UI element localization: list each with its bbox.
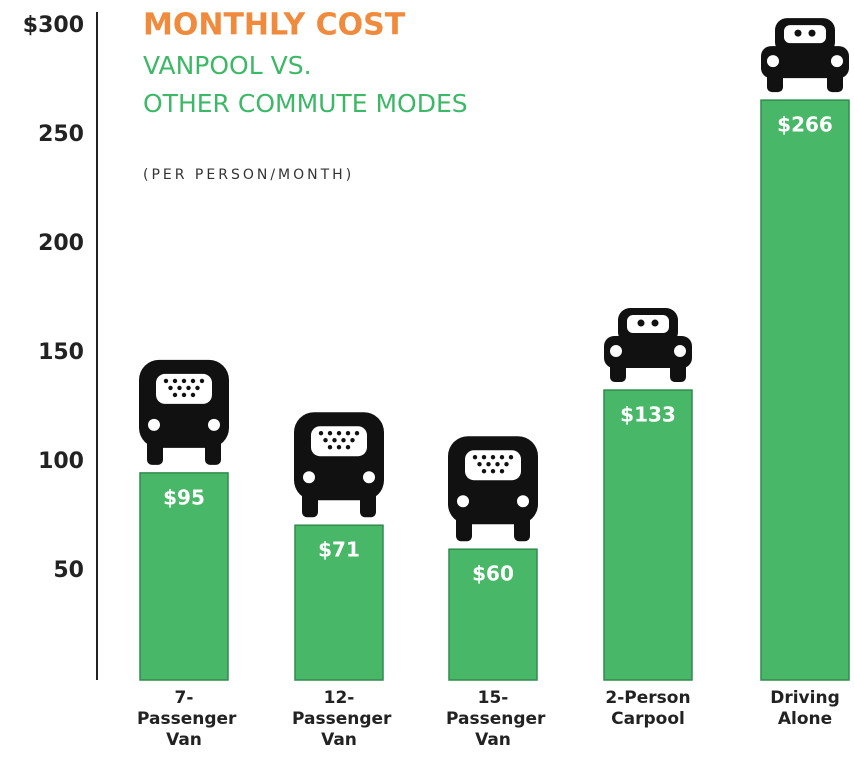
chart-title: MONTHLY COST <box>143 8 406 43</box>
value-label: $133 <box>620 403 676 427</box>
icon-light <box>208 418 220 431</box>
icon-dot <box>490 455 496 460</box>
value-label: $71 <box>318 538 360 562</box>
icon-dot <box>345 445 351 450</box>
icon-dot <box>808 29 816 37</box>
icon-dot <box>332 438 337 443</box>
icon-dot <box>472 455 478 460</box>
car-icon <box>604 308 692 383</box>
icon-dot <box>186 385 191 391</box>
icon-dot <box>508 455 514 460</box>
icon-dot <box>190 378 196 384</box>
icon-dot <box>172 392 178 398</box>
icon-light <box>148 418 160 431</box>
icon-dot <box>481 455 487 460</box>
y-tick-label: 250 <box>38 122 84 147</box>
bar <box>448 548 538 681</box>
icon-window <box>311 426 367 457</box>
x-tick-label: 12-Passenger Van <box>292 688 392 750</box>
van-icon <box>139 359 229 465</box>
y-tick-label: 150 <box>38 340 84 365</box>
icon-window <box>627 315 669 334</box>
icon-dot <box>168 385 173 391</box>
icon-dot <box>499 469 505 474</box>
icon-light <box>457 495 469 508</box>
icon-dot <box>794 29 802 37</box>
icon-dot <box>172 378 178 384</box>
y-tick-label: 100 <box>38 449 84 474</box>
chart-subtitle: VANPOOL VS. <box>143 51 312 80</box>
van-icon <box>294 412 384 518</box>
icon-light <box>831 55 843 68</box>
icon-dot <box>637 319 645 327</box>
icon-dot <box>345 431 351 436</box>
icon-dot <box>327 431 333 436</box>
van-icon <box>448 436 538 542</box>
icon-dot <box>486 462 491 467</box>
value-label: $266 <box>777 113 833 137</box>
icon-dot <box>341 438 346 443</box>
icon-dot <box>190 392 196 398</box>
icon-light <box>303 471 315 484</box>
icon-dot <box>177 385 182 391</box>
icon-dot <box>195 385 200 391</box>
value-label: $60 <box>472 562 514 586</box>
icon-dot <box>490 469 496 474</box>
icon-dot <box>163 378 169 384</box>
x-tick-label: 2-Person Carpool <box>605 688 691 729</box>
icon-dot <box>323 438 328 443</box>
icon-light <box>610 345 622 358</box>
icon-dot <box>354 431 360 436</box>
icon-dot <box>350 438 355 443</box>
x-tick-label: 15-Passenger Van <box>446 688 546 750</box>
icon-dot <box>499 455 505 460</box>
icon-light <box>674 345 686 358</box>
icon-dot <box>336 431 342 436</box>
bar <box>760 99 850 681</box>
icon-body <box>761 46 849 79</box>
icon-dot <box>327 445 333 450</box>
icon-window <box>784 25 826 44</box>
icon-dot <box>181 392 187 398</box>
icon-light <box>517 495 529 508</box>
icon-window <box>156 373 212 404</box>
y-tick-label: 50 <box>53 558 84 583</box>
icon-dot <box>504 462 509 467</box>
chart-subtitle: OTHER COMMUTE MODES <box>143 89 468 118</box>
icon-light <box>767 55 779 68</box>
icon-dot <box>336 445 342 450</box>
icon-dot <box>481 469 487 474</box>
icon-dot <box>477 462 482 467</box>
icon-body <box>604 336 692 369</box>
x-tick-label: Driving Alone <box>770 688 840 729</box>
y-tick-label: 200 <box>38 231 84 256</box>
car-icon <box>761 18 849 93</box>
icon-dot <box>651 319 659 327</box>
icon-dot <box>318 431 324 436</box>
bar <box>603 389 693 681</box>
bar <box>294 524 384 681</box>
icon-dot <box>181 378 187 384</box>
icon-dot <box>199 378 205 384</box>
y-tick-label: $300 <box>23 13 84 38</box>
x-tick-label: 7-Passenger Van <box>137 688 237 750</box>
icon-dot <box>495 462 500 467</box>
icon-window <box>465 450 521 481</box>
icon-light <box>363 471 375 484</box>
chart-note: (PER PERSON/MONTH) <box>143 167 354 183</box>
bar <box>139 472 229 681</box>
value-label: $95 <box>163 485 205 509</box>
